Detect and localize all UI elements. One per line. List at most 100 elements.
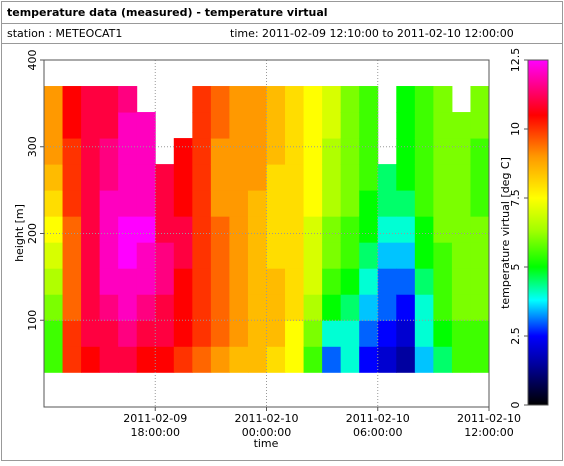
cell	[173, 294, 193, 321]
cell	[173, 164, 193, 191]
cell	[433, 242, 453, 269]
cell	[322, 242, 342, 269]
cell	[99, 346, 119, 373]
cell	[266, 242, 286, 269]
cell	[62, 216, 82, 243]
cell	[192, 216, 212, 243]
y-tick-label: 200	[26, 223, 39, 244]
cell	[44, 164, 64, 191]
cell	[81, 268, 101, 295]
cell	[451, 216, 471, 243]
cell	[433, 112, 453, 139]
cell	[359, 112, 379, 139]
cell	[340, 112, 360, 139]
cell	[173, 268, 193, 295]
cell	[81, 216, 101, 243]
cell	[322, 138, 342, 165]
cell	[266, 294, 286, 321]
cell	[359, 268, 379, 295]
cell	[81, 164, 101, 191]
colorbar-tick-label: 10	[509, 122, 522, 136]
cell	[433, 268, 453, 295]
cell	[118, 164, 138, 191]
cell	[396, 294, 416, 321]
cell	[81, 346, 101, 373]
y-tick-label: 300	[26, 136, 39, 157]
cell	[62, 138, 82, 165]
cell	[470, 112, 489, 139]
cell	[303, 294, 323, 321]
cell	[173, 242, 193, 269]
cell	[285, 242, 305, 269]
cell	[62, 320, 82, 347]
cell	[118, 320, 138, 347]
cell	[303, 112, 323, 139]
cell	[247, 320, 267, 347]
cell	[451, 190, 471, 217]
cell	[229, 164, 249, 191]
cell	[470, 86, 489, 113]
cell	[81, 86, 101, 113]
cell	[229, 268, 249, 295]
cell	[414, 346, 434, 373]
cell	[81, 112, 101, 139]
cell	[192, 242, 212, 269]
cell	[303, 242, 323, 269]
cell	[118, 112, 138, 139]
cell	[451, 138, 471, 165]
cell	[266, 164, 286, 191]
cell	[229, 112, 249, 139]
cell	[396, 138, 416, 165]
cell	[266, 346, 286, 373]
cell	[359, 138, 379, 165]
cell	[210, 138, 230, 165]
time-range: time: 2011-02-09 12:10:00 to 2011-02-10 …	[230, 27, 514, 40]
cell	[210, 320, 230, 347]
cell	[451, 164, 471, 191]
cell	[322, 320, 342, 347]
cell	[136, 242, 156, 269]
cell	[118, 294, 138, 321]
cell	[210, 216, 230, 243]
cell	[266, 86, 286, 113]
cell	[155, 294, 175, 321]
cell	[340, 268, 360, 295]
cell	[229, 86, 249, 113]
cell	[285, 138, 305, 165]
cell	[396, 190, 416, 217]
cell	[340, 320, 360, 347]
colorbar-tick-label: 5	[509, 264, 522, 271]
cell	[136, 164, 156, 191]
cell	[118, 86, 138, 113]
cell	[359, 86, 379, 113]
cell	[118, 190, 138, 217]
cell	[136, 320, 156, 347]
cell	[303, 216, 323, 243]
cell	[322, 268, 342, 295]
cell	[470, 138, 489, 165]
cell	[451, 320, 471, 347]
cell	[210, 346, 230, 373]
cell	[396, 268, 416, 295]
y-tick-label: 100	[26, 310, 39, 331]
cell	[118, 138, 138, 165]
cell	[414, 112, 434, 139]
cell	[451, 112, 471, 139]
cell	[433, 86, 453, 113]
cell	[303, 346, 323, 373]
cell	[433, 190, 453, 217]
cell	[359, 294, 379, 321]
cell	[377, 346, 397, 373]
cell	[136, 190, 156, 217]
cell	[192, 346, 212, 373]
cell	[433, 320, 453, 347]
cell	[414, 242, 434, 269]
cell	[229, 320, 249, 347]
cell	[322, 112, 342, 139]
cell	[414, 320, 434, 347]
cell	[470, 216, 489, 243]
cell	[210, 164, 230, 191]
cell	[62, 86, 82, 113]
